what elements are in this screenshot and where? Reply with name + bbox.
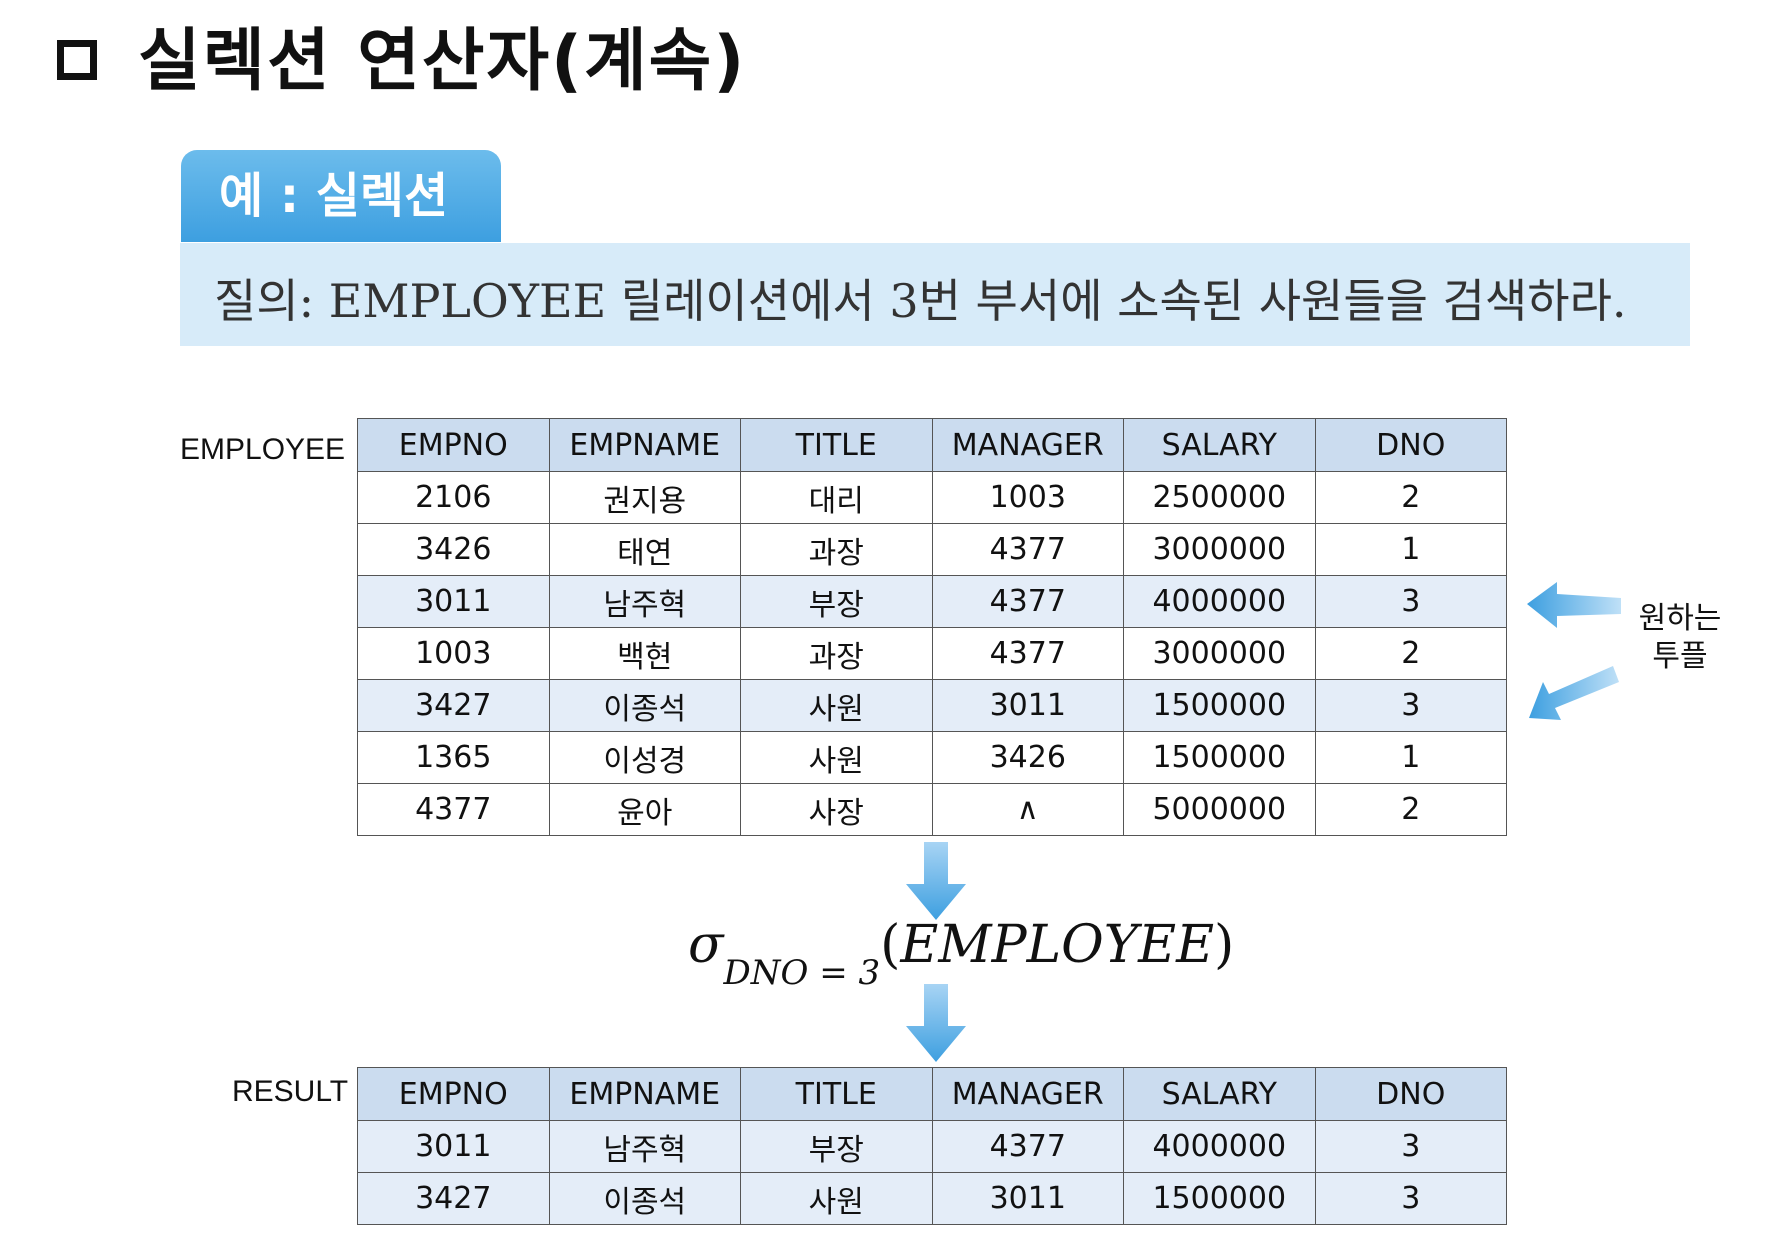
table-cell: 3011	[357, 1120, 550, 1173]
arrow-down-icon	[906, 984, 966, 1062]
table-cell: ∧	[931, 783, 1124, 836]
result-label: RESULT	[232, 1075, 349, 1108]
checkbox-bullet-icon	[57, 40, 97, 80]
table-cell: 1500000	[1123, 679, 1316, 732]
column-header: EMPNO	[357, 1067, 550, 1121]
selection-condition: DNO = 3	[723, 953, 881, 993]
table-cell: 2106	[357, 471, 550, 524]
arrow-left-icon	[1527, 582, 1621, 628]
table-cell: 1365	[357, 731, 550, 784]
annotation-line: 원하는	[1638, 601, 1722, 636]
table-row: 4377 윤아 사장 ∧ 5000000 2	[357, 783, 1507, 836]
column-header: MANAGER	[931, 1067, 1124, 1121]
table-row-selected: 3427 이종석 사원 3011 1500000 3	[357, 679, 1507, 732]
annotation-desired-tuples: 원하는 투플	[1620, 600, 1740, 676]
column-header: TITLE	[740, 418, 933, 472]
column-header: EMPNAME	[548, 418, 741, 472]
table-header-row: EMPNO EMPNAME TITLE MANAGER SALARY DNO	[357, 418, 1507, 472]
table-cell: 1	[1314, 523, 1507, 576]
table-cell: 3	[1314, 679, 1507, 732]
table-cell: 과장	[740, 627, 933, 680]
table-cell: 4377	[931, 523, 1124, 576]
table-cell: 사장	[740, 783, 933, 836]
table-cell: 권지용	[548, 471, 741, 524]
table-cell: 윤아	[548, 783, 741, 836]
table-cell: 3011	[931, 679, 1124, 732]
table-cell: 3011	[357, 575, 550, 628]
table-cell: 3	[1314, 1120, 1507, 1173]
table-cell: 2	[1314, 783, 1507, 836]
table-row: 3011 남주혁 부장 4377 4000000 3	[357, 1120, 1507, 1173]
table-row: 2106 권지용 대리 1003 2500000 2	[357, 471, 1507, 524]
table-cell: 3000000	[1123, 627, 1316, 680]
annotation-line: 투플	[1652, 639, 1708, 674]
page-title: 실렉션 연산자(계속)	[138, 22, 747, 101]
table-cell: 부장	[740, 575, 933, 628]
table-cell: 4377	[931, 1120, 1124, 1173]
table-cell: 4377	[357, 783, 550, 836]
table-cell: 사원	[740, 679, 933, 732]
table-row-selected: 3011 남주혁 부장 4377 4000000 3	[357, 575, 1507, 628]
table-row: 3427 이종석 사원 3011 1500000 3	[357, 1172, 1507, 1225]
table-cell: 대리	[740, 471, 933, 524]
table-cell: 1003	[931, 471, 1124, 524]
employee-label: EMPLOYEE	[180, 433, 346, 466]
selection-formula: σDNO = 3(EMPLOYEE)	[688, 915, 1235, 993]
query-text: 질의: EMPLOYEE 릴레이션에서 3번 부서에 소속된 사원들을 검색하라…	[214, 274, 1627, 328]
table-cell: 이종석	[548, 1172, 741, 1225]
result-table: EMPNO EMPNAME TITLE MANAGER SALARY DNO 3…	[357, 1067, 1507, 1225]
table-cell: 이성경	[548, 731, 741, 784]
table-cell: 3426	[931, 731, 1124, 784]
employee-table: EMPNO EMPNAME TITLE MANAGER SALARY DNO 2…	[357, 418, 1507, 836]
table-cell: 1003	[357, 627, 550, 680]
table-cell: 2	[1314, 627, 1507, 680]
table-cell: 사원	[740, 1172, 933, 1225]
column-header: MANAGER	[931, 418, 1124, 472]
table-cell: 2	[1314, 471, 1507, 524]
table-cell: 4000000	[1123, 575, 1316, 628]
table-row: 1003 백현 과장 4377 3000000 2	[357, 627, 1507, 680]
table-cell: 이종석	[548, 679, 741, 732]
formula-relation: EMPLOYEE	[900, 915, 1215, 975]
table-cell: 태연	[548, 523, 741, 576]
table-row: 3426 태연 과장 4377 3000000 1	[357, 523, 1507, 576]
table-cell: 사원	[740, 731, 933, 784]
table-cell: 과장	[740, 523, 933, 576]
table-header-row: EMPNO EMPNAME TITLE MANAGER SALARY DNO	[357, 1067, 1507, 1121]
table-cell: 남주혁	[548, 1120, 741, 1173]
table-cell: 4377	[931, 575, 1124, 628]
column-header: DNO	[1314, 1067, 1507, 1121]
column-header: SALARY	[1123, 1067, 1316, 1121]
table-cell: 3426	[357, 523, 550, 576]
table-cell: 3427	[357, 1172, 550, 1225]
example-banner	[180, 243, 1690, 346]
column-header: DNO	[1314, 418, 1507, 472]
table-cell: 3000000	[1123, 523, 1316, 576]
arrow-down-icon	[906, 842, 966, 920]
arrow-left-icon	[1529, 666, 1619, 720]
example-tab: 예 : 실렉션	[181, 150, 501, 242]
table-cell: 5000000	[1123, 783, 1316, 836]
column-header: EMPNAME	[548, 1067, 741, 1121]
table-cell: 3011	[931, 1172, 1124, 1225]
table-cell: 2500000	[1123, 471, 1316, 524]
table-cell: 3	[1314, 575, 1507, 628]
table-cell: 1500000	[1123, 731, 1316, 784]
table-cell: 백현	[548, 627, 741, 680]
column-header: EMPNO	[357, 418, 550, 472]
table-row: 1365 이성경 사원 3426 1500000 1	[357, 731, 1507, 784]
table-cell: 부장	[740, 1120, 933, 1173]
sigma-symbol: σ	[688, 915, 724, 975]
column-header: SALARY	[1123, 418, 1316, 472]
column-header: TITLE	[740, 1067, 933, 1121]
table-cell: 3	[1314, 1172, 1507, 1225]
table-cell: 1500000	[1123, 1172, 1316, 1225]
table-cell: 남주혁	[548, 575, 741, 628]
table-cell: 4000000	[1123, 1120, 1316, 1173]
table-cell: 4377	[931, 627, 1124, 680]
table-cell: 1	[1314, 731, 1507, 784]
table-cell: 3427	[357, 679, 550, 732]
